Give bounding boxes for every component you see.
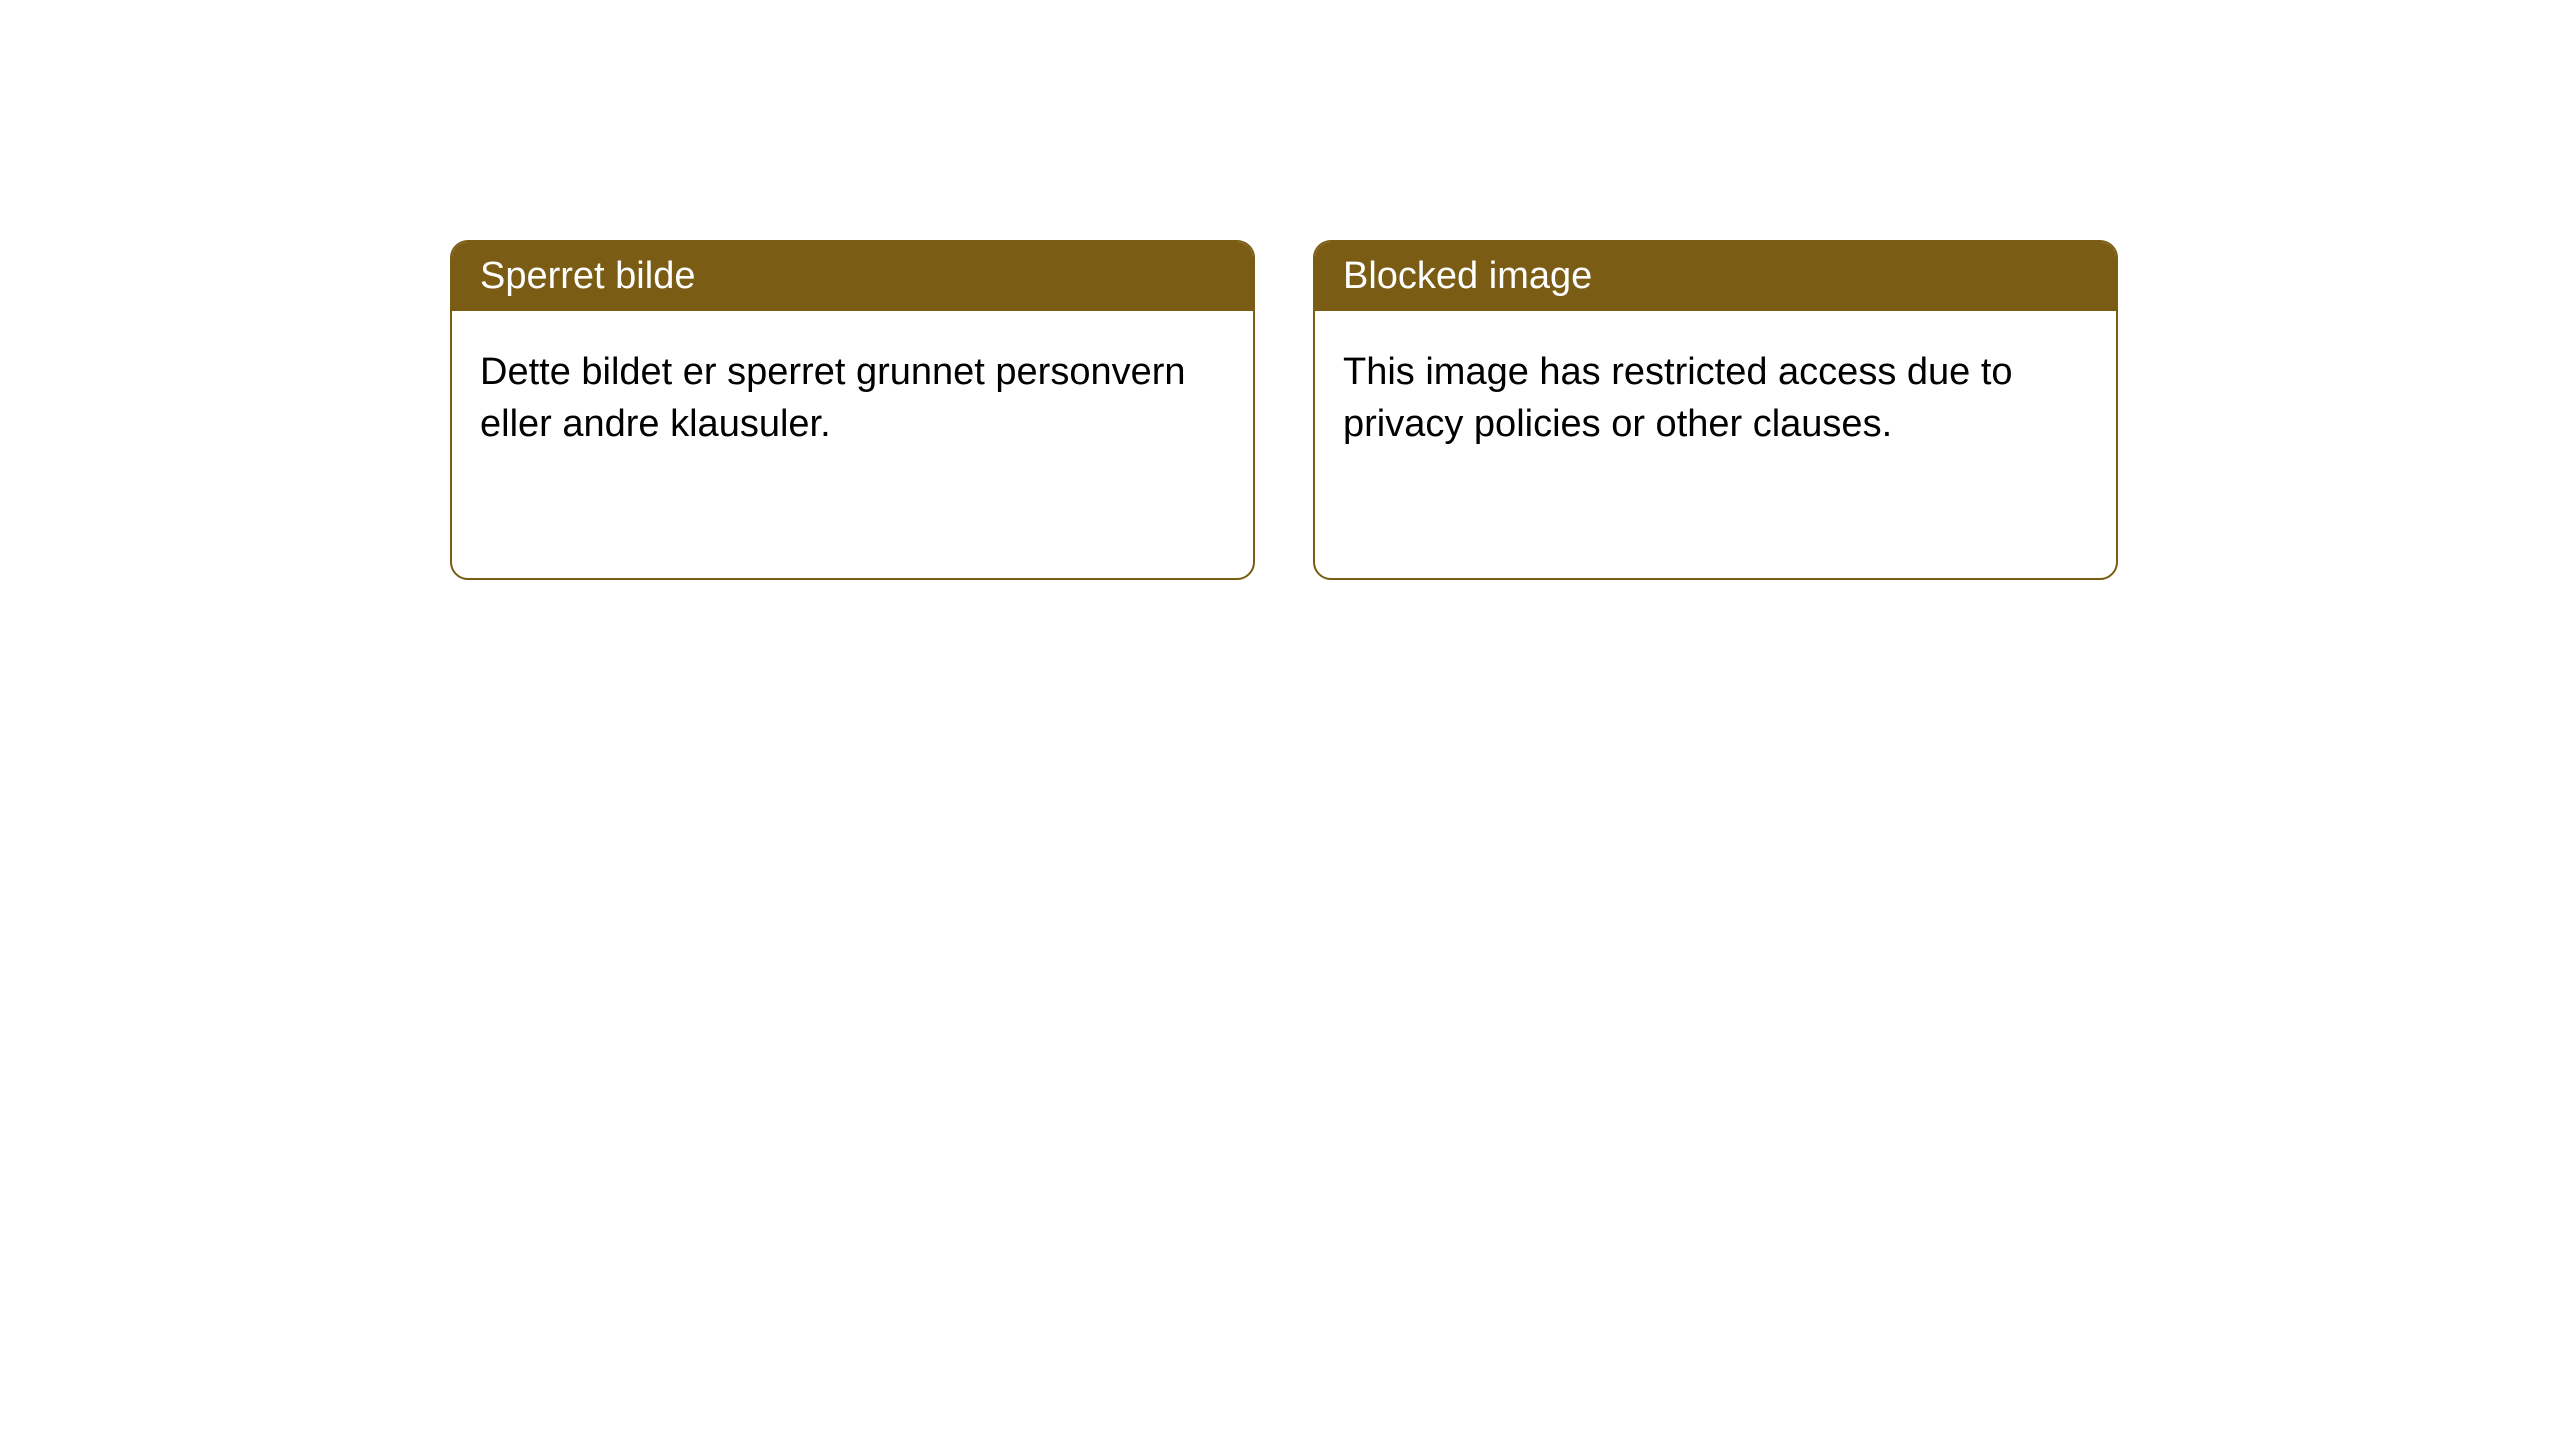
notice-card-norwegian: Sperret bilde Dette bildet er sperret gr… bbox=[450, 240, 1255, 580]
notice-title: Sperret bilde bbox=[480, 255, 695, 297]
notice-body: Dette bildet er sperret grunnet personve… bbox=[452, 311, 1253, 486]
notice-header: Blocked image bbox=[1315, 242, 2116, 311]
notice-card-english: Blocked image This image has restricted … bbox=[1313, 240, 2118, 580]
notice-body: This image has restricted access due to … bbox=[1315, 311, 2116, 486]
notice-container: Sperret bilde Dette bildet er sperret gr… bbox=[450, 240, 2118, 580]
notice-body-text: Dette bildet er sperret grunnet personve… bbox=[480, 351, 1186, 444]
notice-title: Blocked image bbox=[1343, 255, 1592, 297]
notice-body-text: This image has restricted access due to … bbox=[1343, 351, 2013, 444]
notice-header: Sperret bilde bbox=[452, 242, 1253, 311]
